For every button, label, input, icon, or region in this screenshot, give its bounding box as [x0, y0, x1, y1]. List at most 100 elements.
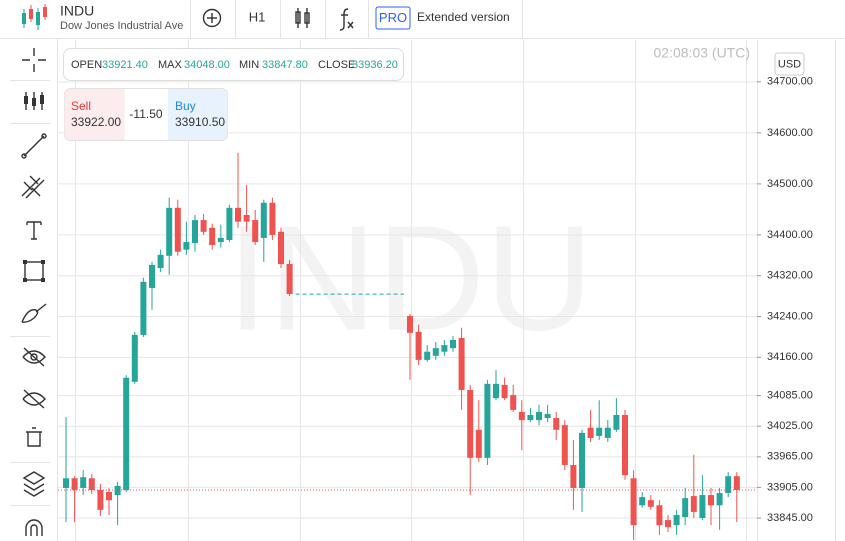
candle-body — [630, 478, 637, 526]
y-tick-label: 34160.00 — [767, 351, 813, 363]
candle-body — [114, 485, 121, 496]
candle-body — [527, 414, 534, 421]
candle-body — [174, 207, 181, 252]
candle-body — [708, 495, 714, 506]
ohlc-label: MIN — [239, 59, 259, 71]
symbol-name: Dow Jones Industrial Ave — [60, 20, 183, 32]
crosshair-tool[interactable] — [22, 48, 46, 72]
ohlc-value: 33847.80 — [262, 59, 308, 71]
candle-body — [106, 492, 112, 501]
candle-body — [192, 220, 198, 244]
sell-label[interactable]: Sell — [71, 99, 91, 113]
clock: 02:08:03 (UTC) — [654, 45, 750, 61]
candle-body — [97, 489, 104, 510]
candle-body — [493, 383, 499, 399]
candle-body — [149, 264, 155, 288]
candle-body — [71, 478, 78, 490]
top-toolbar — [0, 0, 845, 38]
ohlc-value: 33936.20 — [352, 59, 398, 71]
candle-body — [647, 500, 654, 507]
candle-body — [63, 478, 69, 488]
candle-body — [131, 334, 138, 382]
candle-body — [260, 202, 267, 238]
candles — [58, 152, 757, 540]
logo — [22, 4, 47, 30]
candle-body — [501, 384, 508, 399]
candle-body — [596, 427, 603, 436]
symbol: INDU — [60, 3, 94, 19]
candle-body — [553, 418, 560, 430]
y-tick-label: 33965.00 — [767, 451, 813, 463]
candle-body — [166, 207, 173, 256]
candle-body — [716, 493, 723, 506]
currency-box[interactable] — [774, 52, 805, 76]
line-tool[interactable] — [21, 133, 47, 159]
sell-price[interactable]: 33922.00 — [71, 115, 121, 129]
candle-body — [510, 395, 517, 410]
candle-body — [450, 339, 456, 349]
fib-tool[interactable] — [21, 175, 45, 199]
candle-body — [407, 316, 413, 333]
ohlc-values: OPEN 33921.40 MAX 34048.00 MIN 33847.80 CLOSE3… — [71, 59, 398, 71]
hide-tool[interactable] — [22, 347, 46, 367]
candle-body — [725, 476, 732, 494]
candle-body — [467, 389, 474, 458]
candle-body — [226, 207, 233, 240]
candle-body — [140, 281, 147, 335]
candle-body — [88, 478, 95, 490]
text-tool[interactable] — [26, 221, 42, 240]
y-tick-label: 34085.00 — [767, 390, 813, 402]
chart-type-button[interactable] — [295, 8, 310, 28]
candle-body — [544, 413, 551, 419]
candle-body — [475, 429, 482, 458]
candle-body — [639, 497, 646, 506]
candle-body — [441, 345, 448, 352]
extended-version[interactable]: Extended version — [417, 10, 510, 24]
y-tick-label: 34025.00 — [767, 420, 813, 432]
y-tick-label: 34600.00 — [767, 127, 813, 139]
buy-button[interactable] — [168, 89, 228, 140]
candle-body — [80, 477, 87, 488]
buy-label[interactable]: Buy — [175, 99, 196, 113]
ohlc-label: OPEN — [71, 59, 102, 71]
candle-body — [579, 432, 585, 488]
candle-body — [183, 242, 190, 250]
buy-price[interactable]: 33910.50 — [175, 115, 225, 129]
spread: -11.50 — [129, 107, 162, 121]
candle-body — [235, 207, 241, 222]
shape-tool[interactable] — [23, 260, 45, 282]
add-button[interactable] — [202, 8, 222, 28]
candle-body — [733, 476, 740, 490]
hide-drawings[interactable] — [22, 389, 46, 409]
magnet-tool[interactable] — [25, 519, 43, 536]
ohlc-value: 33921.40 — [102, 59, 148, 71]
candle-body — [604, 427, 611, 438]
y-tick-label: 34500.00 — [767, 178, 813, 190]
layers-tool[interactable] — [22, 471, 46, 497]
candle-body — [682, 498, 689, 518]
candle-body — [518, 411, 525, 421]
timeframe[interactable]: H1 — [249, 9, 266, 24]
candle-body — [424, 351, 431, 360]
candle-body — [157, 254, 164, 269]
candle-body — [561, 425, 568, 465]
candle-body — [656, 505, 663, 526]
ohlc-panel — [63, 48, 404, 81]
sell-button[interactable] — [64, 89, 125, 140]
bars-tool[interactable] — [24, 92, 44, 110]
brush-tool[interactable] — [21, 303, 47, 323]
candle-body — [570, 464, 577, 488]
pro-label[interactable]: PRO — [379, 10, 407, 25]
candle-body — [536, 411, 542, 421]
y-axis: 34700.00 34600.00 34500.00 34400.00 34320.00… — [757, 76, 813, 524]
indicators-button[interactable] — [339, 8, 354, 31]
delete-all[interactable] — [26, 427, 42, 447]
candle-body — [613, 414, 620, 430]
pro-badge[interactable] — [375, 6, 411, 30]
y-tick-label: 34400.00 — [767, 229, 813, 241]
trade-panel: Sell 33922.00 -11.50 Buy 33910.50 — [64, 88, 228, 141]
currency[interactable]: USD — [778, 58, 801, 70]
candle-body — [243, 214, 250, 222]
